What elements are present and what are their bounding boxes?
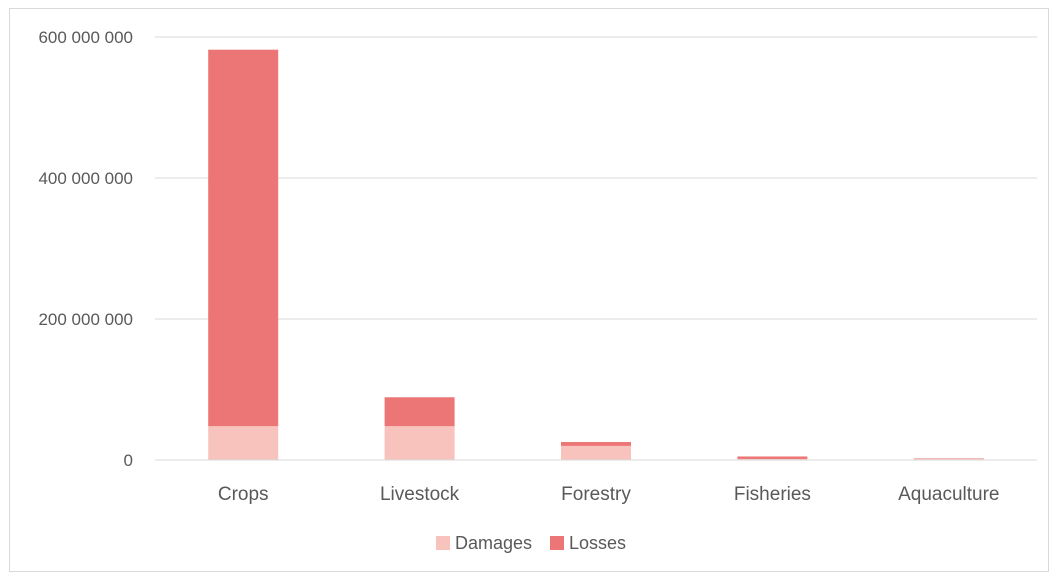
x-category-label: Aquaculture	[898, 484, 999, 505]
bar-losses-livestock	[384, 397, 455, 427]
x-category-label: Forestry	[561, 484, 631, 505]
chart-frame	[9, 8, 1049, 572]
x-category-label: Crops	[218, 484, 269, 505]
y-tick-label: 400 000 000	[38, 169, 133, 188]
y-tick-label: 0	[124, 451, 133, 470]
bar-losses-forestry	[561, 442, 631, 446]
legend: Damages Losses	[436, 533, 626, 553]
x-category-label: Livestock	[380, 484, 460, 505]
bar-damages-aquaculture	[913, 458, 984, 460]
legend-label-losses: Losses	[569, 533, 626, 553]
y-tick-label: 600 000 000	[38, 28, 133, 47]
bar-losses-fisheries	[737, 456, 808, 459]
legend-swatch-losses	[550, 536, 564, 550]
bar-damages-crops	[208, 426, 279, 460]
y-axis-tick-labels: 0 200 000 000 400 000 000 600 000 000	[38, 28, 133, 470]
gridlines	[155, 36, 1037, 320]
bar-damages-forestry	[561, 445, 631, 460]
bar-losses-crops	[208, 49, 279, 427]
bars	[208, 49, 984, 460]
y-tick-label: 200 000 000	[38, 310, 133, 329]
bar-damages-livestock	[384, 426, 455, 460]
bar-damages-fisheries	[737, 458, 808, 460]
legend-swatch-damages	[436, 536, 450, 550]
x-axis-category-labels: Crops Livestock Forestry Fisheries Aquacultu…	[218, 484, 1000, 505]
x-category-label: Fisheries	[734, 484, 811, 505]
legend-label-damages: Damages	[455, 533, 532, 553]
